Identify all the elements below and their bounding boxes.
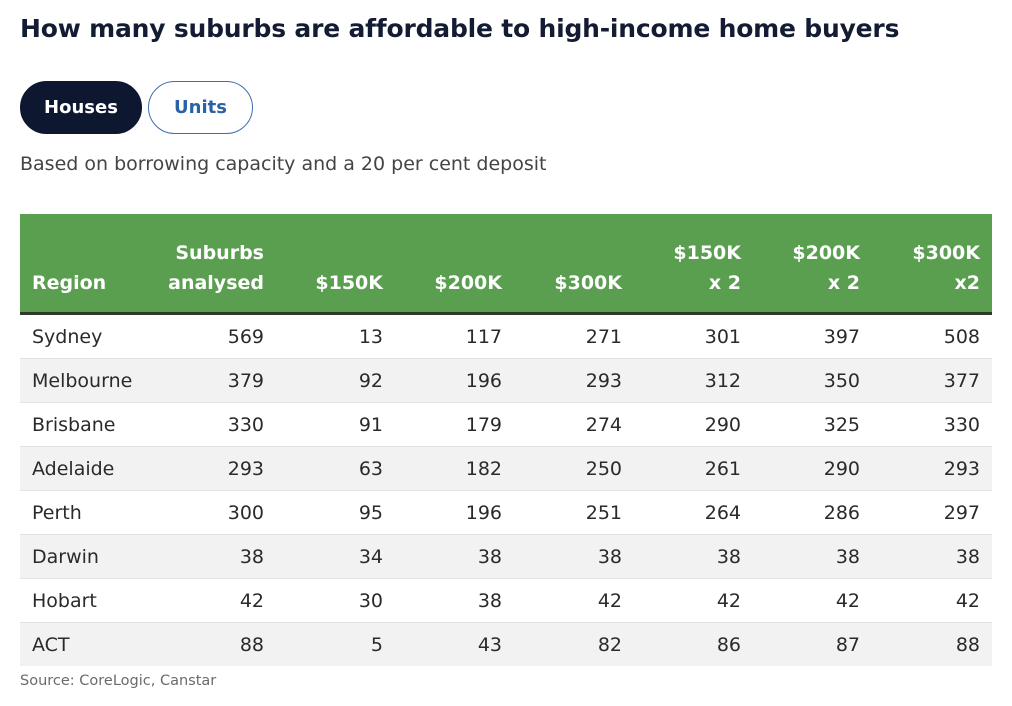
cell-300k: 251 <box>514 490 634 535</box>
cell-suburbs-analysed: 38 <box>148 534 276 579</box>
cell-200k-x2: 350 <box>753 358 872 403</box>
cell-150k: 13 <box>276 313 395 359</box>
cell-200k: 182 <box>395 446 514 491</box>
column-header-region: Region <box>20 214 148 315</box>
cell-region: Hobart <box>20 578 148 623</box>
cell-300k-x2: 330 <box>872 402 992 447</box>
table-header-row: Region Suburbs analysed $150K $200K $300… <box>20 214 992 315</box>
cell-region: Perth <box>20 490 148 535</box>
cell-suburbs-analysed: 330 <box>148 402 276 447</box>
table-row: Melbourne 379 92 196 293 312 350 377 <box>20 358 992 403</box>
cell-150k: 63 <box>276 446 395 491</box>
cell-300k: 274 <box>514 402 634 447</box>
affordability-table: Region Suburbs analysed $150K $200K $300… <box>20 214 992 666</box>
cell-300k-x2: 42 <box>872 578 992 623</box>
table-row: Perth 300 95 196 251 264 286 297 <box>20 490 992 535</box>
cell-200k: 117 <box>395 313 514 359</box>
cell-300k: 293 <box>514 358 634 403</box>
cell-150k-x2: 290 <box>634 402 753 447</box>
cell-150k-x2: 38 <box>634 534 753 579</box>
housing-type-toggle: Houses Units <box>20 81 253 134</box>
cell-suburbs-analysed: 88 <box>148 622 276 666</box>
cell-300k-x2: 297 <box>872 490 992 535</box>
table-row: Sydney 569 13 117 271 301 397 508 <box>20 313 992 359</box>
table-row: ACT 88 5 43 82 86 87 88 <box>20 622 992 666</box>
cell-region: Brisbane <box>20 402 148 447</box>
cell-region: Adelaide <box>20 446 148 491</box>
cell-suburbs-analysed: 379 <box>148 358 276 403</box>
cell-200k-x2: 87 <box>753 622 872 666</box>
cell-200k-x2: 290 <box>753 446 872 491</box>
cell-200k-x2: 38 <box>753 534 872 579</box>
cell-150k-x2: 42 <box>634 578 753 623</box>
cell-200k: 196 <box>395 358 514 403</box>
cell-300k: 82 <box>514 622 634 666</box>
column-header-300k: $300K <box>514 214 634 315</box>
column-header-150k: $150K <box>276 214 395 315</box>
cell-suburbs-analysed: 569 <box>148 313 276 359</box>
cell-150k: 92 <box>276 358 395 403</box>
table-body: Sydney 569 13 117 271 301 397 508 Melbourne 379 92… <box>20 313 992 666</box>
units-tab-button[interactable]: Units <box>148 81 253 134</box>
cell-region: Darwin <box>20 534 148 579</box>
cell-suburbs-analysed: 42 <box>148 578 276 623</box>
cell-150k-x2: 86 <box>634 622 753 666</box>
cell-200k: 43 <box>395 622 514 666</box>
column-header-300k-x2: $300K x2 <box>872 214 992 315</box>
cell-region: Melbourne <box>20 358 148 403</box>
cell-200k: 179 <box>395 402 514 447</box>
cell-300k-x2: 88 <box>872 622 992 666</box>
cell-200k-x2: 397 <box>753 313 872 359</box>
cell-150k: 30 <box>276 578 395 623</box>
cell-150k: 91 <box>276 402 395 447</box>
column-header-suburbs-analysed: Suburbs analysed <box>148 214 276 315</box>
table-row: Hobart 42 30 38 42 42 42 42 <box>20 578 992 623</box>
cell-150k-x2: 301 <box>634 313 753 359</box>
cell-200k-x2: 286 <box>753 490 872 535</box>
cell-200k: 38 <box>395 578 514 623</box>
cell-150k: 95 <box>276 490 395 535</box>
cell-150k: 34 <box>276 534 395 579</box>
cell-150k-x2: 312 <box>634 358 753 403</box>
cell-300k-x2: 508 <box>872 313 992 359</box>
table-row: Brisbane 330 91 179 274 290 325 330 <box>20 402 992 447</box>
cell-region: ACT <box>20 622 148 666</box>
cell-300k-x2: 293 <box>872 446 992 491</box>
cell-150k-x2: 264 <box>634 490 753 535</box>
column-header-200k-x2: $200K x 2 <box>753 214 872 315</box>
cell-300k-x2: 377 <box>872 358 992 403</box>
cell-region: Sydney <box>20 313 148 359</box>
cell-150k-x2: 261 <box>634 446 753 491</box>
cell-300k: 38 <box>514 534 634 579</box>
chart-title: How many suburbs are affordable to high-… <box>20 14 900 43</box>
cell-300k-x2: 38 <box>872 534 992 579</box>
column-header-150k-x2: $150K x 2 <box>634 214 753 315</box>
table-row: Darwin 38 34 38 38 38 38 38 <box>20 534 992 579</box>
cell-200k: 196 <box>395 490 514 535</box>
table-row: Adelaide 293 63 182 250 261 290 293 <box>20 446 992 491</box>
cell-200k-x2: 325 <box>753 402 872 447</box>
column-header-200k: $200K <box>395 214 514 315</box>
cell-200k: 38 <box>395 534 514 579</box>
source-note: Source: CoreLogic, Canstar <box>20 673 217 689</box>
cell-300k: 250 <box>514 446 634 491</box>
cell-300k: 271 <box>514 313 634 359</box>
cell-200k-x2: 42 <box>753 578 872 623</box>
cell-suburbs-analysed: 293 <box>148 446 276 491</box>
cell-150k: 5 <box>276 622 395 666</box>
cell-suburbs-analysed: 300 <box>148 490 276 535</box>
chart-subtitle: Based on borrowing capacity and a 20 per… <box>20 153 547 175</box>
houses-tab-button[interactable]: Houses <box>20 81 142 134</box>
cell-300k: 42 <box>514 578 634 623</box>
